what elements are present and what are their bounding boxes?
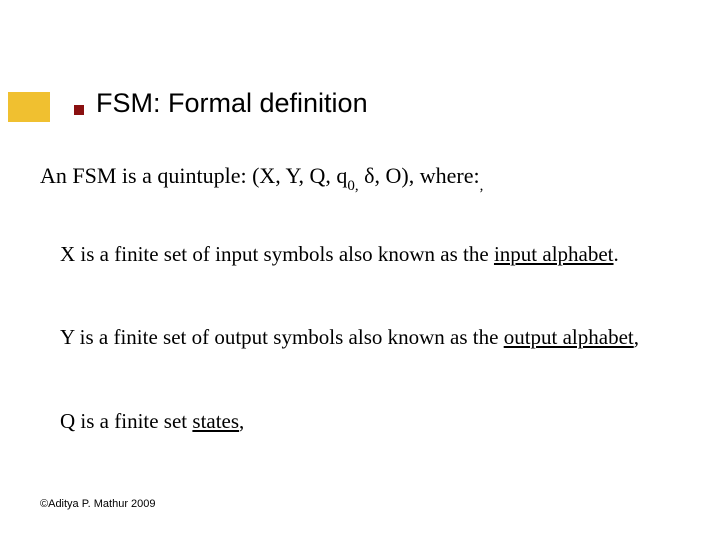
accent-block bbox=[8, 92, 50, 122]
paragraph-q: Q is a finite set states, bbox=[60, 408, 660, 434]
intro-suffix: δ, O), where: bbox=[359, 163, 480, 188]
paragraph-x: X is a finite set of input symbols also … bbox=[60, 241, 660, 267]
paragraph-y: Y is a finite set of output symbols also… bbox=[60, 324, 660, 350]
paragraph-y-before: Y is a finite set of output symbols also… bbox=[60, 325, 504, 349]
paragraph-q-after: , bbox=[239, 409, 244, 433]
intro-trailing-sub: , bbox=[480, 178, 484, 194]
slide-title: FSM: Formal definition bbox=[96, 88, 368, 119]
paragraph-q-before: Q is a finite set bbox=[60, 409, 192, 433]
paragraph-x-after: . bbox=[614, 242, 619, 266]
paragraph-x-before: X is a finite set of input symbols also … bbox=[60, 242, 494, 266]
intro-sub: 0, bbox=[347, 178, 358, 194]
title-bullet bbox=[74, 105, 84, 115]
paragraph-y-underlined: output alphabet bbox=[504, 325, 634, 349]
paragraph-y-after: , bbox=[634, 325, 639, 349]
footer-copyright: ©Aditya P. Mathur 2009 bbox=[40, 498, 156, 510]
intro-prefix: An FSM is a quintuple: (X, Y, Q, q bbox=[40, 163, 347, 188]
paragraph-x-underlined: input alphabet bbox=[494, 242, 614, 266]
paragraph-q-underlined: states bbox=[192, 409, 239, 433]
intro-line: An FSM is a quintuple: (X, Y, Q, q0, δ, … bbox=[40, 163, 483, 193]
